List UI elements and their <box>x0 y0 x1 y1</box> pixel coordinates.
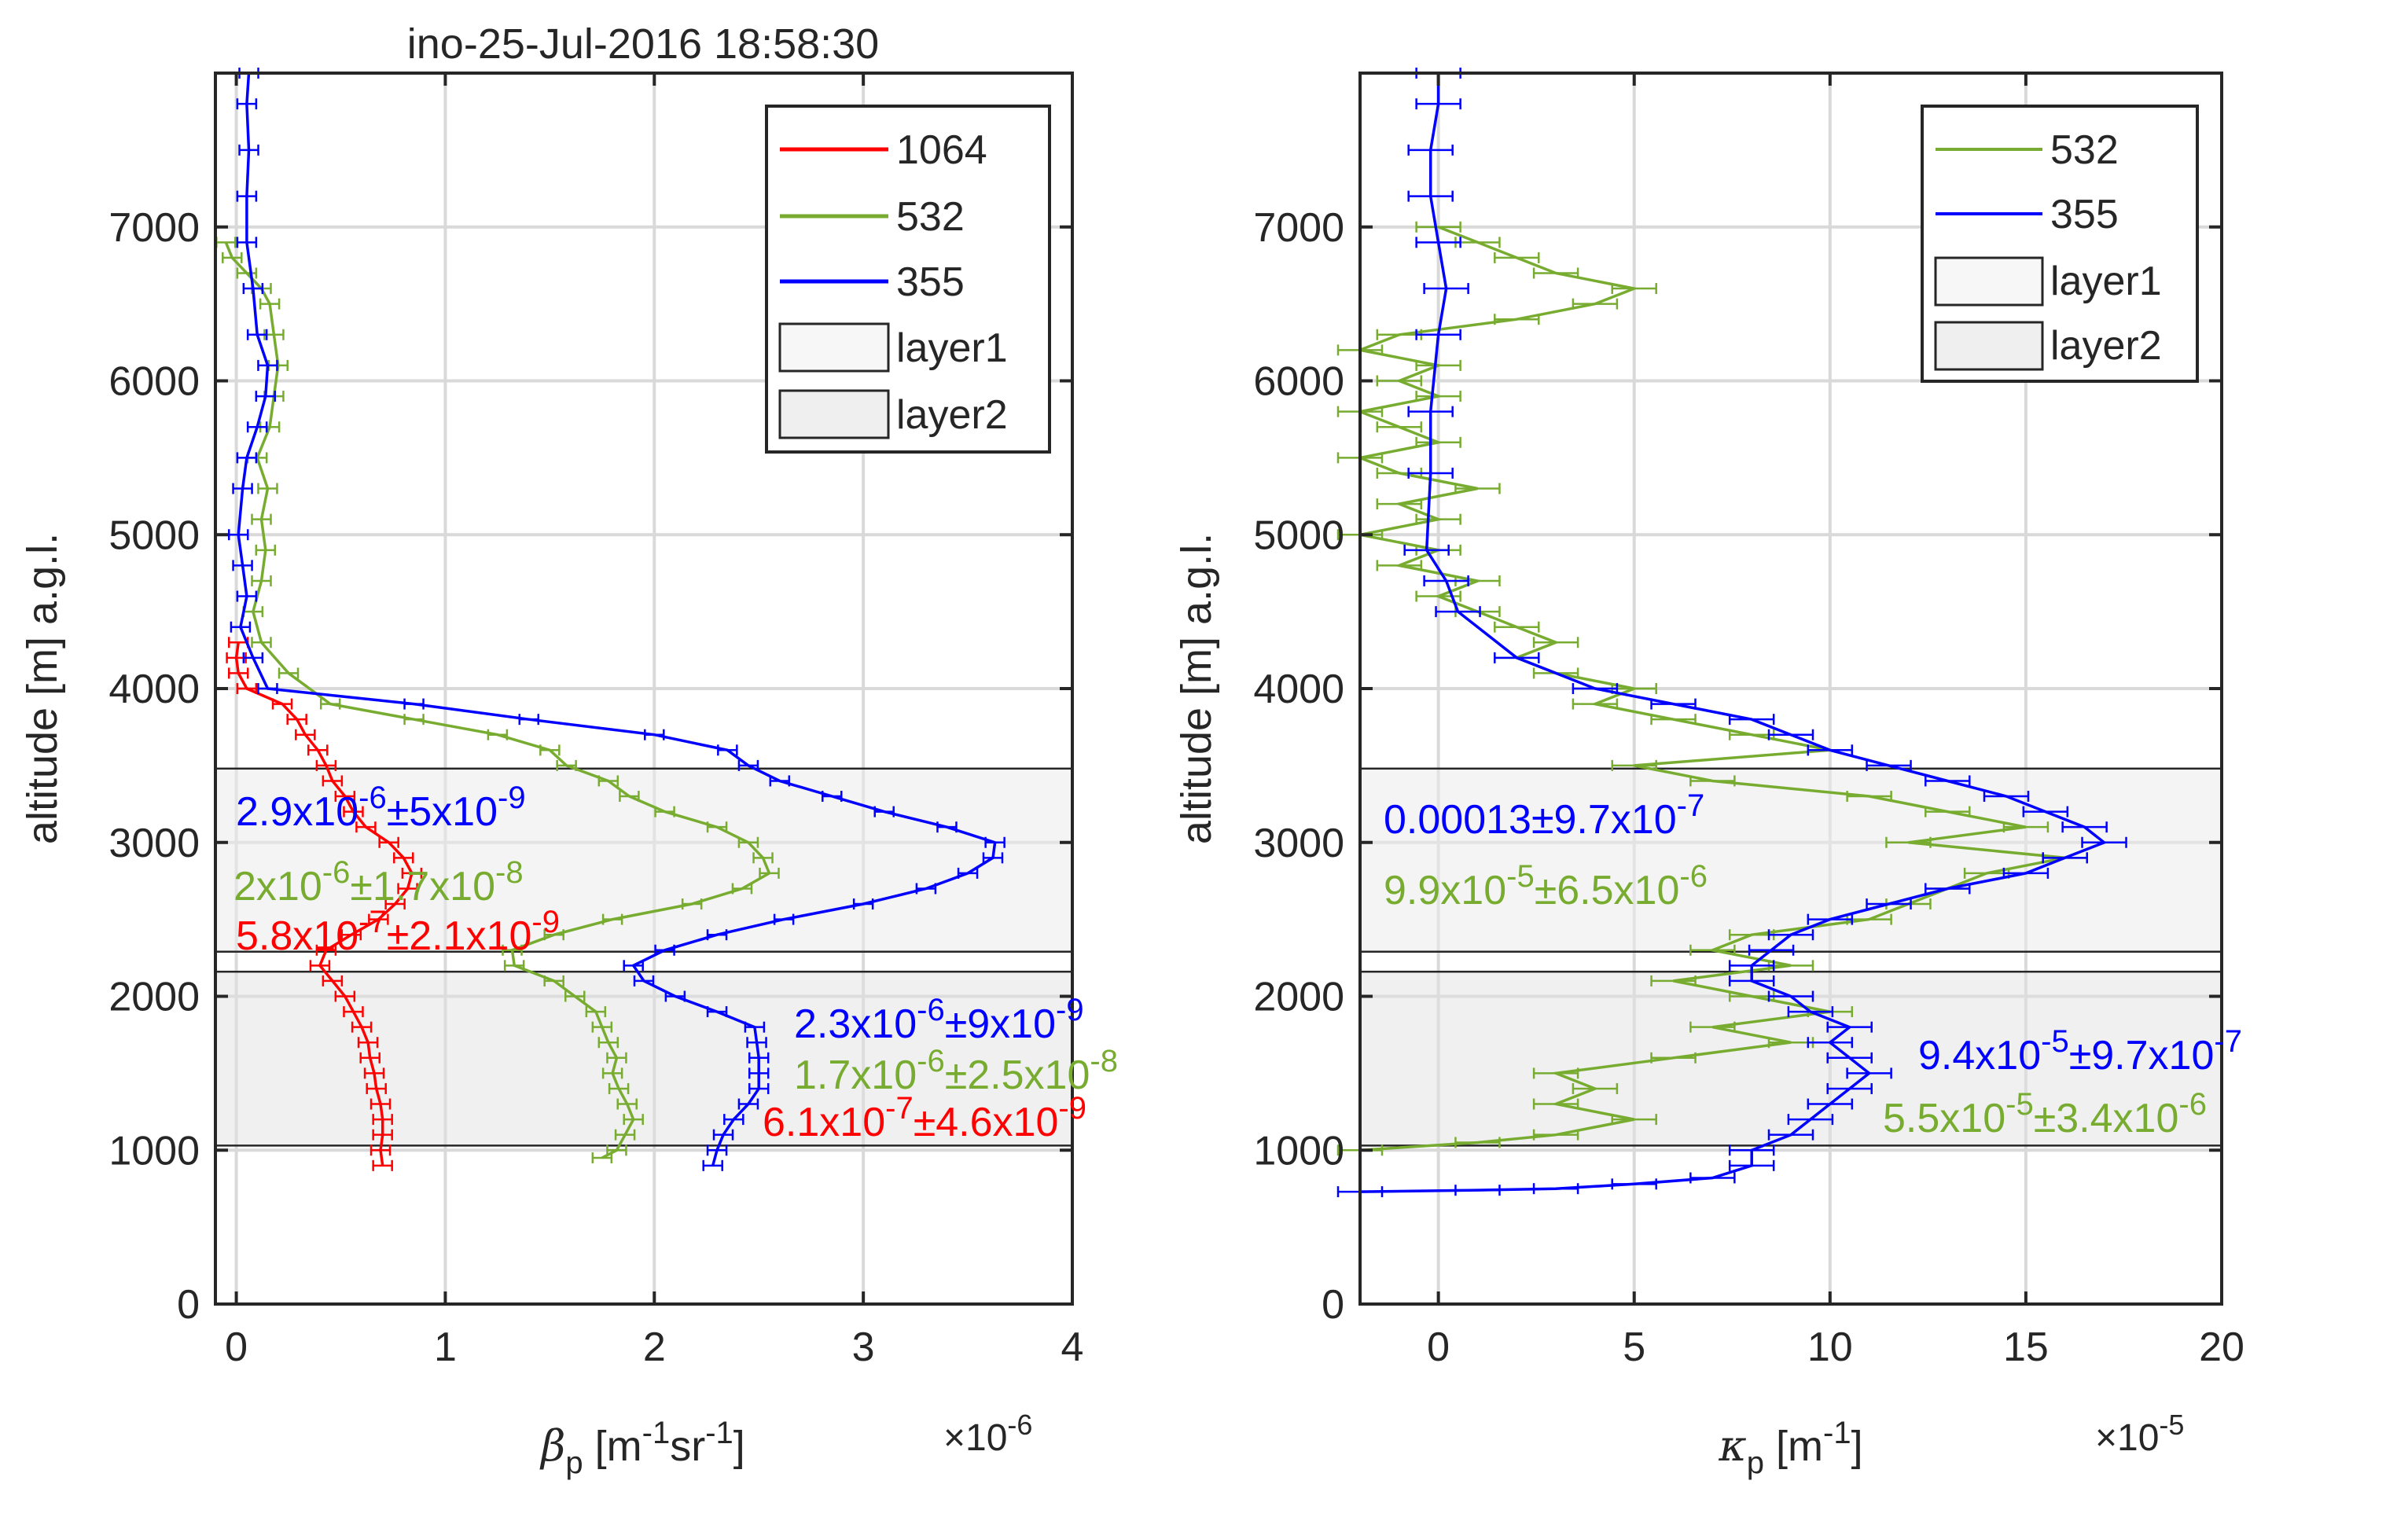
y-axis-label: altitude [m] a.g.l. <box>1173 533 1220 844</box>
x-axis-label: βp [m-1sr-1] <box>539 1416 745 1480</box>
series-line-532 <box>224 241 771 1159</box>
legend-label-532: 532 <box>896 194 965 240</box>
layer-box-layer1 <box>1358 767 2223 953</box>
legend-label-355: 355 <box>896 259 965 305</box>
y-tick-label: 7000 <box>108 205 200 251</box>
y-tick-label: 3000 <box>108 821 200 866</box>
annotation-layer1-532: 9.9x10-5±6.5x10-6 <box>1384 859 1708 913</box>
chart-title: ino-25-Jul-2016 18:58:30 <box>407 20 879 68</box>
x-tick-label: 0 <box>1427 1324 1450 1370</box>
legend-label-355: 355 <box>2050 192 2119 237</box>
layer-box-layer2 <box>214 970 1074 1147</box>
y-tick-label: 5000 <box>108 513 200 558</box>
series-lines <box>215 68 1005 1171</box>
axis-ticks: 0 5 10 15 20 0 1000 2000 3000 4000 5000 6000 7000 <box>1253 73 2244 1370</box>
legend-label-layer1: layer1 <box>896 325 1008 371</box>
layer-boxes <box>1358 767 2223 1147</box>
legend-label-layer2: layer2 <box>2050 323 2162 369</box>
y-tick-label: 4000 <box>108 667 200 712</box>
x-tick-label: 4 <box>1061 1324 1084 1370</box>
x-axis-label: κp [m-1] <box>1718 1416 1862 1480</box>
layer-box-layer2 <box>1358 970 2223 1147</box>
annotation-layer2-355: 2.3x10-6±9x10-9 <box>794 993 1084 1047</box>
panel-extinction: 0 5 10 15 20 0 1000 2000 3000 4000 5000 6000 7000 0.… <box>1173 68 2244 1480</box>
y-tick-label: 1000 <box>1253 1128 1344 1174</box>
legend-label-1064: 1064 <box>896 127 987 173</box>
axis-ticks: 0 1 2 3 4 0 1000 2000 3000 4000 5000 6000 7000 <box>108 73 1083 1370</box>
y-tick-label: 7000 <box>1253 205 1344 251</box>
y-tick-label: 3000 <box>1253 821 1344 866</box>
legend-swatch-layer1 <box>1934 256 2044 307</box>
x-tick-label: 5 <box>1623 1324 1645 1370</box>
x-tick-label: 2 <box>643 1324 666 1370</box>
y-tick-label: 4000 <box>1253 667 1344 712</box>
series-lines <box>1336 68 2127 1198</box>
legend-swatch-layer2 <box>778 389 890 439</box>
y-tick-label: 2000 <box>108 975 200 1020</box>
legend-label-layer1: layer1 <box>2050 259 2162 304</box>
x-tick-label: 10 <box>1807 1324 1853 1370</box>
y-axis-label: altitude [m] a.g.l. <box>19 533 66 844</box>
y-tick-label: 0 <box>1322 1282 1344 1328</box>
legend: 532 355 layer1 layer2 <box>1921 105 2199 383</box>
legend-swatch-layer1 <box>778 322 890 373</box>
annotation-layer1-355: 2.9x10-6±5x10-9 <box>236 781 526 835</box>
layer-box-layer1 <box>214 767 1074 953</box>
y-tick-label: 6000 <box>108 359 200 405</box>
annotation-layer1-355: 0.00013±9.7x10-7 <box>1384 788 1704 843</box>
x-axis-multiplier: ×10-5 <box>2095 1409 2184 1459</box>
x-tick-label: 3 <box>852 1324 875 1370</box>
series-line-532 <box>1355 226 2066 1152</box>
panel-backscatter: ino-25-Jul-2016 18:58:30 0 1 2 3 4 0 1000 2000 3… <box>19 20 1118 1480</box>
annotation-layer2-532: 5.5x10-5±3.4x10-6 <box>1883 1087 2207 1141</box>
legend-label-layer2: layer2 <box>896 392 1008 438</box>
annotation-layer1-532: 2x10-6±1.7x10-8 <box>233 855 524 909</box>
y-tick-label: 0 <box>177 1282 200 1328</box>
y-tick-label: 5000 <box>1253 513 1344 558</box>
annotation-layer2-1064: 6.1x10-7±4.6x10-9 <box>763 1091 1086 1145</box>
x-tick-label: 15 <box>2003 1324 2049 1370</box>
layer-boxes <box>214 767 1074 1147</box>
x-tick-label: 1 <box>434 1324 457 1370</box>
y-tick-label: 1000 <box>108 1128 200 1174</box>
x-tick-label: 20 <box>2199 1324 2244 1370</box>
legend-swatch-layer2 <box>1934 321 2044 371</box>
legend-label-532: 532 <box>2050 127 2119 173</box>
y-tick-label: 2000 <box>1253 975 1344 1020</box>
annotation-layer1-1064: 5.8x10-7±2.1x10-9 <box>236 905 560 959</box>
annotation-layer2-532: 1.7x10-6±2.5x10-8 <box>794 1044 1118 1098</box>
x-tick-label: 0 <box>225 1324 248 1370</box>
annotation-layer2-355: 9.4x10-5±9.7x10-7 <box>1918 1024 2242 1078</box>
x-axis-multiplier: ×10-6 <box>943 1409 1032 1459</box>
series-line-355 <box>1359 73 2107 1193</box>
legend: 1064 532 355 layer1 layer2 <box>765 105 1051 454</box>
y-tick-label: 6000 <box>1253 359 1344 405</box>
